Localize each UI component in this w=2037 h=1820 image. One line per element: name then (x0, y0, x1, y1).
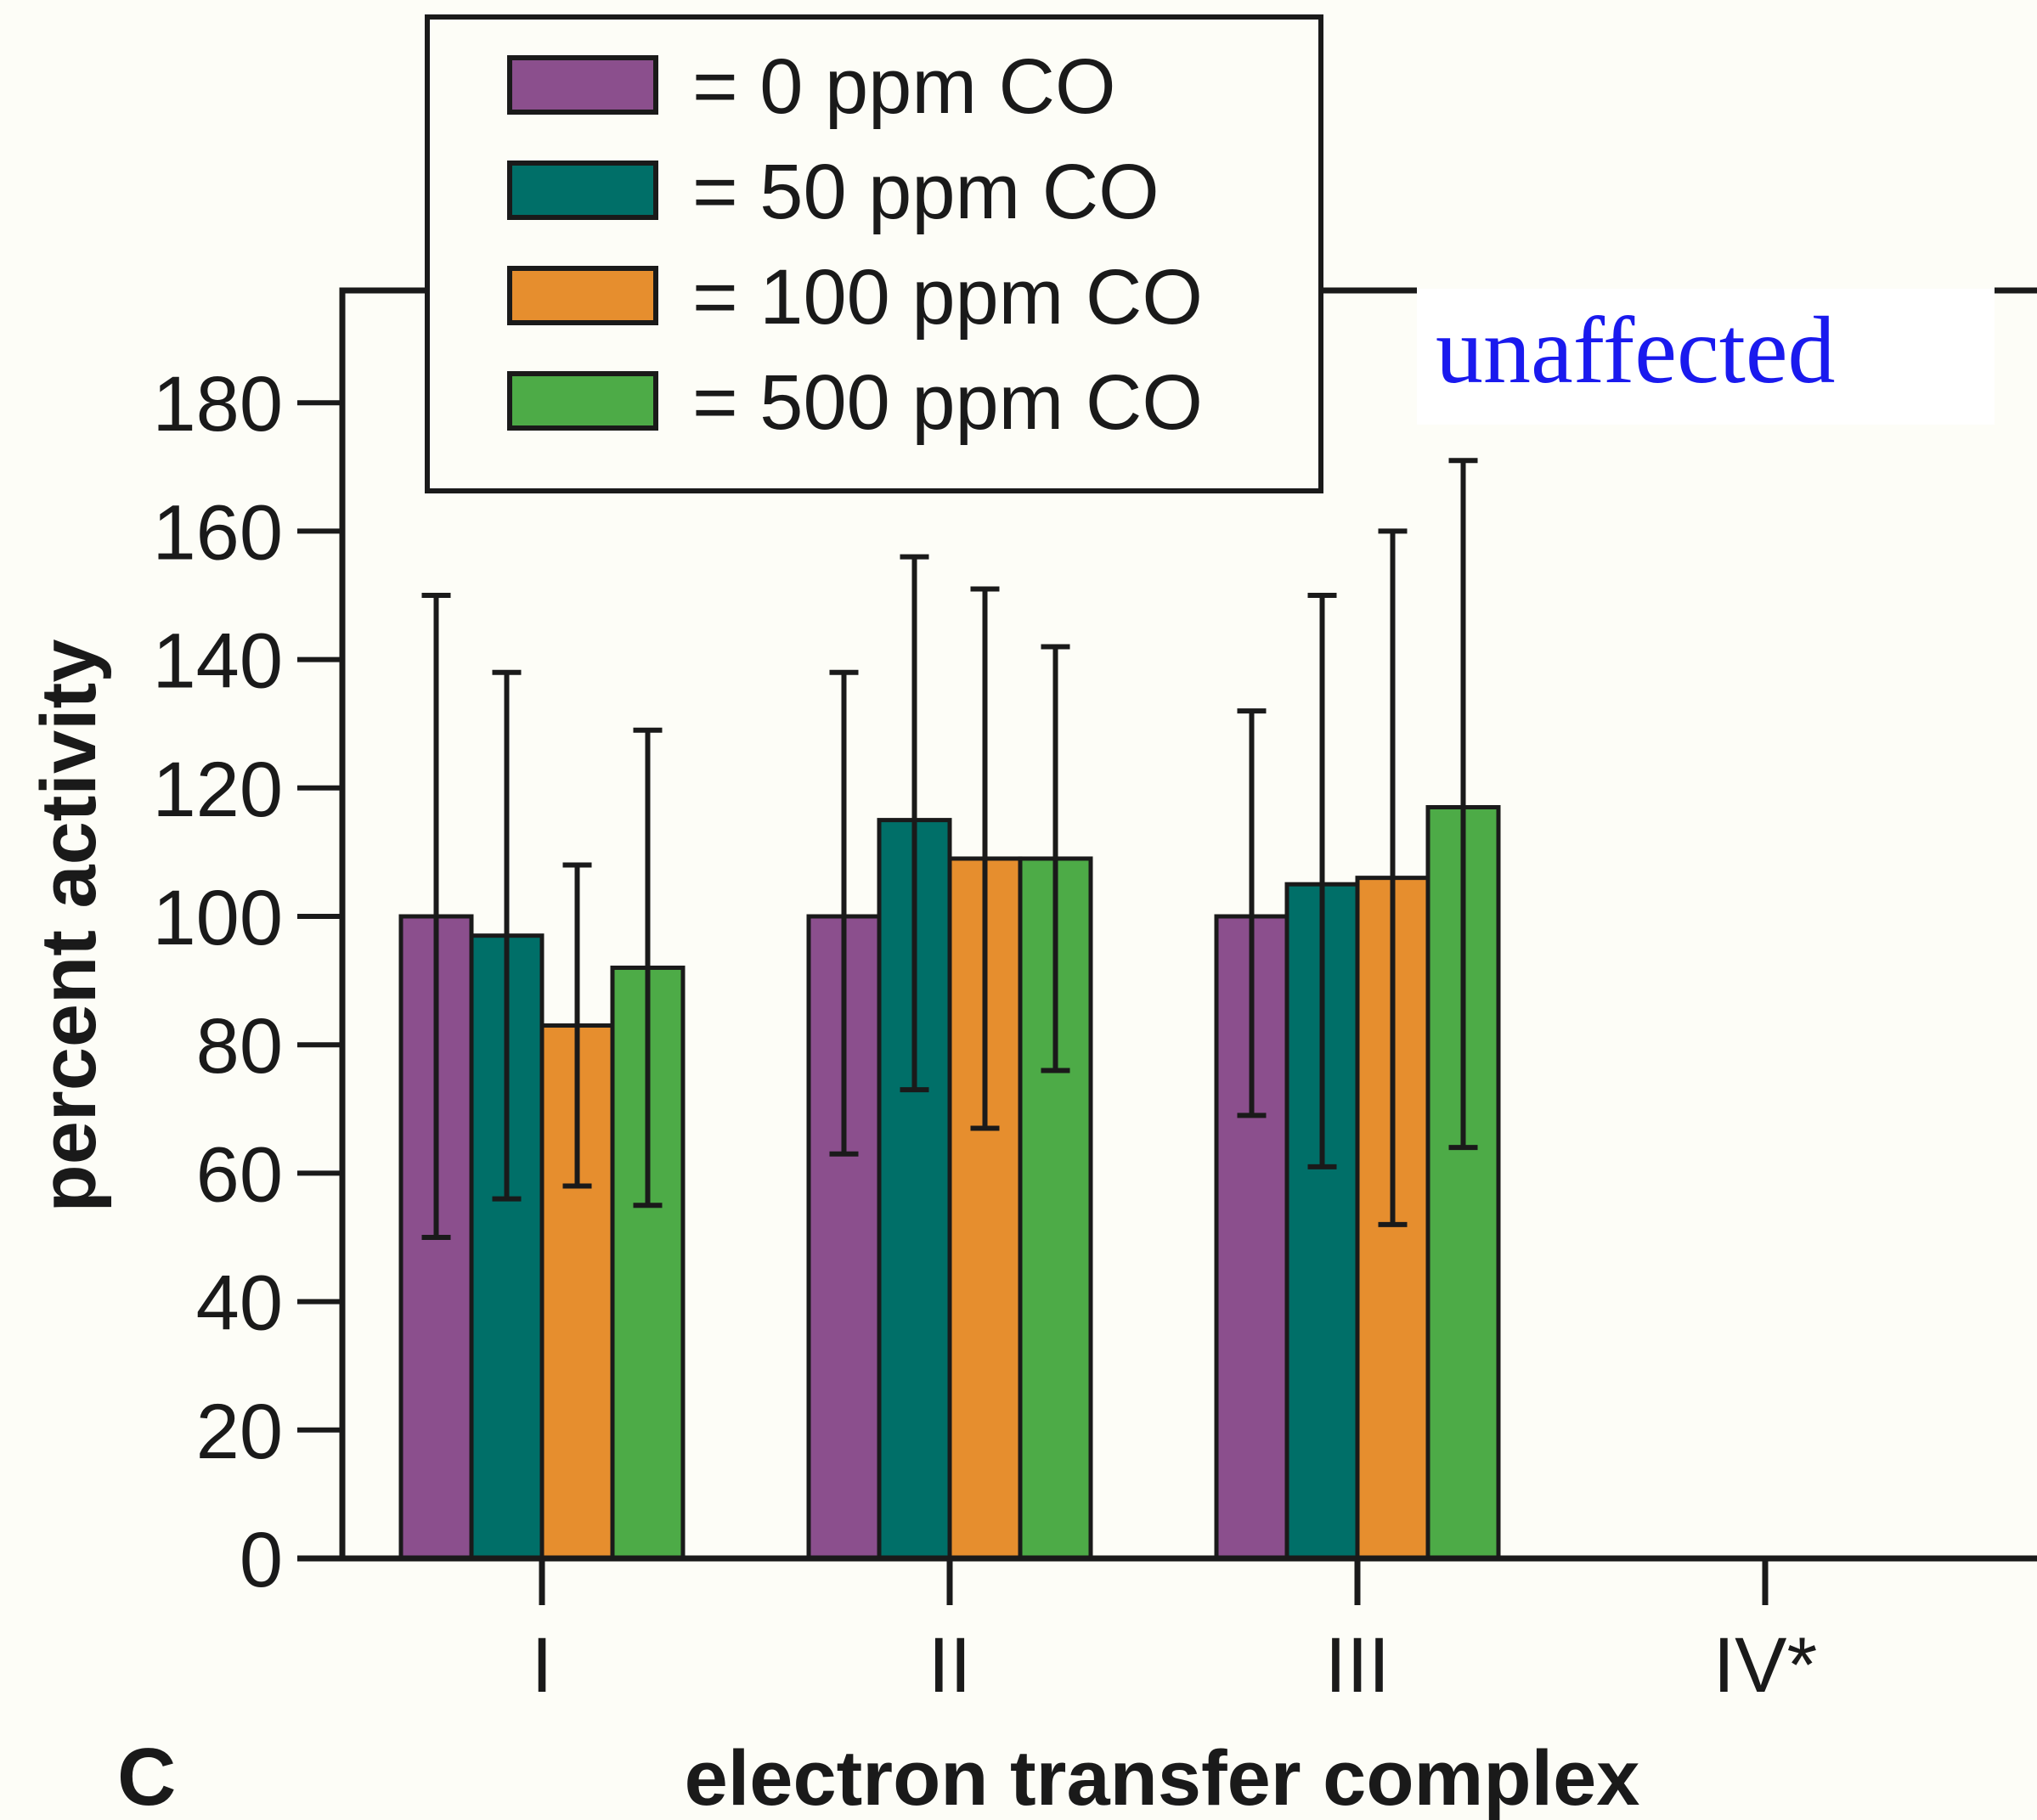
x-category-label: II (928, 1622, 971, 1709)
annotation-background (1417, 289, 1995, 425)
x-category-label: I (531, 1622, 553, 1709)
legend-label: = 500 ppm CO (692, 359, 1203, 446)
y-tick-label: 0 (240, 1517, 283, 1603)
y-tick-label: 100 (153, 875, 284, 961)
y-tick-label: 160 (153, 489, 284, 576)
error-bars (421, 458, 1478, 1240)
bars (398, 804, 1906, 1561)
annotation-text: unaffected (1436, 298, 1836, 403)
x-category-label: III (1325, 1622, 1391, 1709)
y-axis: 0 20 40 60 80 100 120 140 160 180 (153, 361, 342, 1603)
y-tick-label: 60 (196, 1131, 283, 1218)
x-axis: I II III IV* (531, 1558, 1817, 1709)
x-axis-title: electron transfer complex (685, 1735, 1640, 1820)
y-axis-title: percent activity (25, 640, 112, 1213)
legend-swatch-0 (507, 55, 658, 115)
legend-swatch-1 (507, 161, 658, 220)
legend-swatch-3 (507, 371, 658, 431)
x-category-label: IV* (1713, 1622, 1818, 1709)
legend-swatch-2 (507, 266, 658, 325)
y-tick-label: 140 (153, 618, 284, 705)
legend-label: = 100 ppm CO (692, 254, 1203, 341)
legend: = 0 ppm CO = 50 ppm CO = 100 ppm CO = 500 p… (425, 14, 1323, 493)
legend-label: = 50 ppm CO (692, 149, 1160, 235)
y-tick-label: 80 (196, 1003, 283, 1090)
legend-label: = 0 ppm CO (692, 43, 1116, 130)
y-tick-label: 20 (196, 1389, 283, 1475)
y-tick-label: 180 (153, 361, 284, 448)
y-tick-label: 120 (153, 747, 284, 833)
y-tick-label: 40 (196, 1260, 283, 1347)
panel-label: C (117, 1732, 176, 1820)
